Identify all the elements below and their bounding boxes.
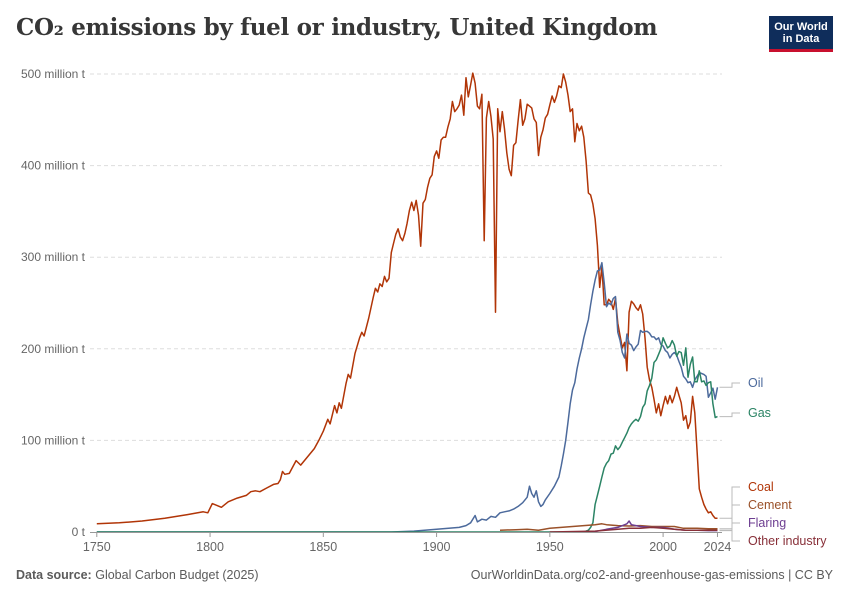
label-connector bbox=[719, 504, 740, 530]
label-connector bbox=[719, 522, 740, 532]
series-line-oil[interactable] bbox=[96, 261, 719, 533]
x-tick-label: 2024 bbox=[704, 540, 732, 554]
y-tick-label: 300 million t bbox=[21, 250, 86, 264]
series-label-flaring[interactable]: Flaring bbox=[748, 516, 786, 530]
data-source-value: Global Carbon Budget (2025) bbox=[95, 568, 259, 582]
label-connector bbox=[719, 382, 740, 388]
y-tick-label: 200 million t bbox=[21, 342, 86, 356]
series-label-other-industry[interactable]: Other industry bbox=[748, 534, 827, 548]
series-labels: Coal Oil Gas Cement Flaring Other industry bbox=[719, 376, 827, 548]
series-label-cement[interactable]: Cement bbox=[748, 498, 792, 512]
x-tick-label: 2000 bbox=[649, 540, 677, 554]
owid-logo[interactable]: Our World in Data bbox=[769, 16, 833, 52]
series-line-other-industry[interactable] bbox=[549, 526, 718, 533]
x-axis: 1750 1800 1850 1900 1950 2000 2024 bbox=[83, 532, 732, 554]
series-label-gas[interactable]: Gas bbox=[748, 406, 771, 420]
grid: 0 t 100 million t 200 million t 300 million… bbox=[21, 67, 722, 539]
x-tick-label: 1900 bbox=[423, 540, 451, 554]
data-source-label: Data source: bbox=[16, 568, 92, 582]
label-connector bbox=[719, 529, 740, 542]
logo-line-1: Our World bbox=[774, 21, 828, 33]
y-tick-label: 500 million t bbox=[21, 67, 86, 81]
series-line-coal[interactable] bbox=[96, 72, 718, 525]
x-tick-label: 1850 bbox=[309, 540, 337, 554]
chart-title: CO₂ emissions by fuel or industry, Unite… bbox=[16, 14, 658, 41]
series-line-cement[interactable] bbox=[499, 523, 718, 531]
x-tick-label: 1950 bbox=[536, 540, 564, 554]
y-tick-label: 100 million t bbox=[21, 433, 86, 447]
series-line-gas[interactable] bbox=[96, 337, 718, 533]
x-tick-label: 1800 bbox=[196, 540, 224, 554]
y-tick-label: 0 t bbox=[72, 525, 86, 539]
logo-line-2: in Data bbox=[782, 33, 820, 45]
label-connector bbox=[719, 412, 740, 418]
x-tick-label: 1750 bbox=[83, 540, 111, 554]
series-label-oil[interactable]: Oil bbox=[748, 376, 763, 390]
y-tick-label: 400 million t bbox=[21, 159, 86, 173]
footer-url[interactable]: OurWorldinData.org/co2-and-greenhouse-ga… bbox=[470, 568, 833, 582]
series-lines bbox=[96, 72, 719, 533]
series-label-coal[interactable]: Coal bbox=[748, 480, 774, 494]
label-connector bbox=[719, 486, 740, 519]
data-source: Data source: Global Carbon Budget (2025) bbox=[16, 568, 259, 582]
